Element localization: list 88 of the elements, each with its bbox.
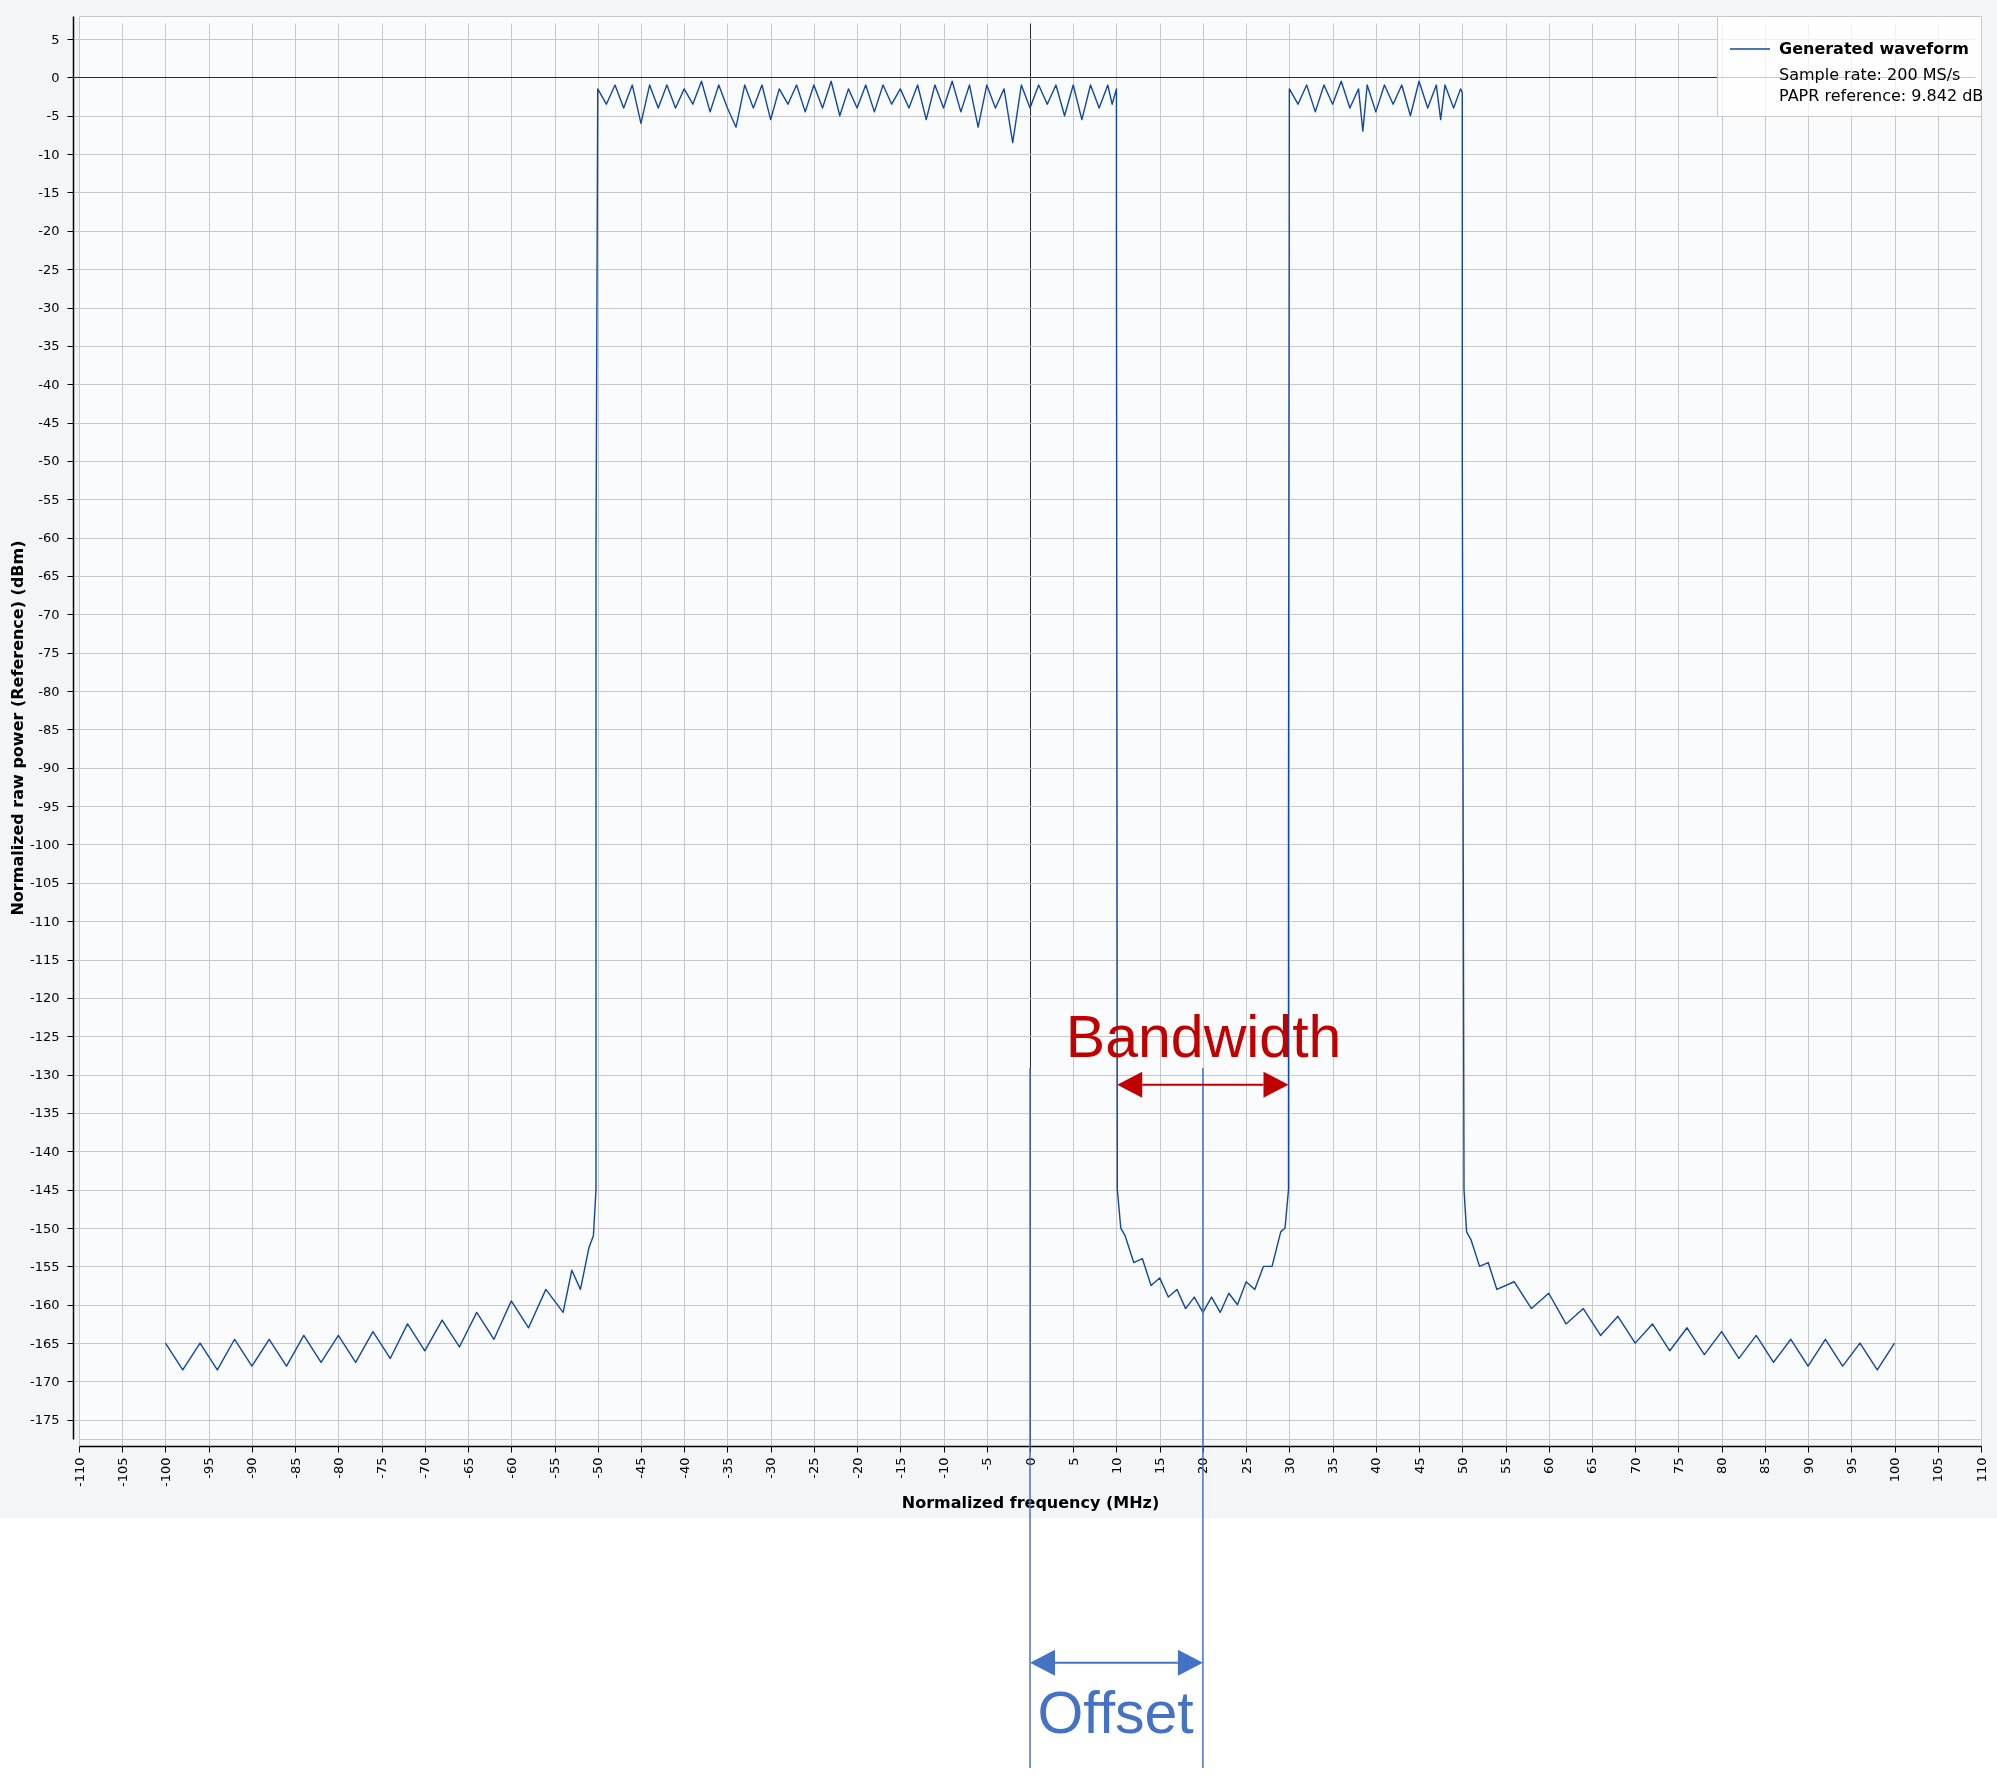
x-tick-label: 15 — [1152, 1457, 1168, 1475]
x-axis-title: Normalized frequency (MHz) — [901, 1493, 1160, 1512]
y-tick-label: -170 — [29, 1373, 60, 1389]
x-tick-label: -85 — [287, 1457, 303, 1479]
y-tick-label: -150 — [29, 1220, 60, 1236]
x-tick-label: -25 — [806, 1457, 822, 1479]
y-tick-label: -85 — [38, 721, 60, 737]
y-tick-label: -45 — [38, 415, 60, 431]
y-tick-label: -110 — [29, 913, 60, 929]
y-tick-label: -80 — [38, 683, 60, 699]
y-tick-label: -10 — [38, 146, 60, 162]
x-tick-label: 30 — [1281, 1457, 1297, 1475]
x-tick-label: 65 — [1584, 1457, 1600, 1475]
x-tick-label: -50 — [590, 1457, 606, 1479]
x-tick-label: -75 — [374, 1457, 390, 1479]
x-tick-label: 50 — [1454, 1457, 1470, 1475]
x-tick-label: -110 — [71, 1457, 87, 1488]
x-tick-label: -55 — [547, 1457, 562, 1479]
y-tick-label: -75 — [38, 645, 60, 661]
y-tick-label: -30 — [38, 300, 60, 315]
x-tick-label: -65 — [460, 1457, 476, 1479]
y-tick-label: -40 — [38, 376, 60, 392]
x-tick-label: -95 — [201, 1457, 217, 1479]
y-tick-label: 5 — [51, 31, 60, 47]
x-tick-label: 100 — [1887, 1457, 1903, 1483]
annotation: Sample rate: 200 MS/s — [1779, 65, 1961, 84]
y-tick-label: -140 — [29, 1143, 60, 1159]
x-tick-label: -5 — [979, 1457, 995, 1471]
x-tick-label: 40 — [1368, 1457, 1384, 1475]
y-tick-label: -115 — [29, 952, 60, 968]
x-tick-label: -70 — [417, 1457, 433, 1479]
x-tick-label: 60 — [1541, 1457, 1557, 1475]
x-tick-label: 95 — [1843, 1457, 1859, 1475]
y-tick-label: -130 — [29, 1067, 60, 1083]
y-tick-label: -160 — [29, 1297, 60, 1313]
y-tick-label: -135 — [29, 1105, 60, 1121]
y-axis-title: Normalized raw power (Reference) (dBm) — [8, 540, 27, 916]
y-tick-label: -55 — [38, 491, 60, 507]
x-tick-label: 0 — [1022, 1457, 1038, 1466]
text: Offset — [1037, 1679, 1194, 1746]
x-tick-label: 35 — [1325, 1457, 1341, 1475]
x-tick-label: 55 — [1498, 1457, 1513, 1475]
x-tick-label: 75 — [1670, 1457, 1686, 1475]
y-tick-label: -65 — [38, 568, 60, 584]
y-tick-label: -155 — [29, 1258, 60, 1274]
x-tick-label: 80 — [1714, 1457, 1730, 1475]
x-tick-label: -80 — [330, 1457, 346, 1479]
x-tick-label: 10 — [1108, 1457, 1124, 1475]
x-tick-label: 105 — [1930, 1457, 1946, 1483]
y-tick-label: -120 — [29, 990, 60, 1006]
x-tick-label: 25 — [1238, 1457, 1254, 1475]
y-tick-label: -15 — [38, 184, 60, 200]
y-tick-label: -125 — [29, 1028, 60, 1044]
y-tick-label: -165 — [29, 1335, 60, 1351]
x-tick-label: -90 — [244, 1457, 260, 1479]
x-tick-label: 110 — [1973, 1457, 1989, 1483]
y-tick-label: -145 — [29, 1182, 60, 1198]
annotation: PAPR reference: 9.842 dB — [1779, 86, 1984, 105]
y-tick-label: -70 — [38, 606, 60, 622]
y-tick-label: -90 — [38, 760, 60, 776]
x-tick-label: 45 — [1411, 1457, 1427, 1475]
y-tick-label: -175 — [29, 1412, 60, 1428]
y-tick-label: -25 — [38, 261, 60, 277]
legend-label: Generated waveform — [1779, 39, 1969, 58]
y-tick-label: -35 — [38, 338, 60, 354]
x-tick-label: -40 — [676, 1457, 692, 1479]
x-tick-label: 20 — [1195, 1457, 1211, 1475]
y-tick-label: 0 — [51, 69, 60, 85]
x-tick-label: 5 — [1065, 1457, 1081, 1466]
x-tick-label: -100 — [157, 1457, 173, 1488]
x-tick-label: -45 — [633, 1457, 649, 1479]
x-tick-label: -105 — [114, 1457, 130, 1488]
y-tick-label: -50 — [38, 453, 60, 469]
x-tick-label: 70 — [1627, 1457, 1643, 1475]
x-tick-label: 90 — [1800, 1457, 1816, 1475]
x-tick-label: -60 — [503, 1457, 519, 1479]
x-tick-label: -20 — [849, 1457, 865, 1479]
y-tick-label: -5 — [46, 108, 60, 124]
y-tick-label: -95 — [38, 798, 60, 814]
y-tick-label: -60 — [38, 530, 60, 546]
x-tick-label: -35 — [719, 1457, 735, 1479]
x-tick-label: 85 — [1757, 1457, 1773, 1475]
x-tick-label: -30 — [763, 1457, 779, 1479]
y-tick-label: -105 — [29, 875, 60, 891]
x-tick-label: -15 — [892, 1457, 908, 1479]
x-tick-label: -10 — [936, 1457, 952, 1479]
y-tick-label: -20 — [38, 223, 60, 239]
y-tick-label: -100 — [29, 836, 60, 852]
